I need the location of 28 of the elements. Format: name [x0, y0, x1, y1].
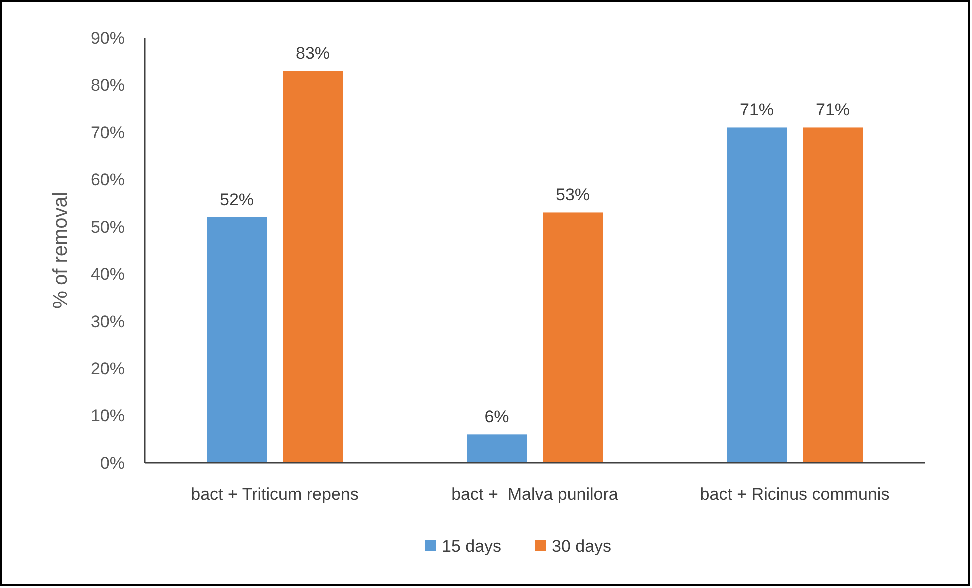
y-tick-label: 30%: [90, 312, 125, 332]
data-label: 6%: [484, 408, 510, 427]
x-tick-label: bact + Triticum repens: [191, 485, 359, 504]
y-tick-label: 90%: [90, 28, 125, 48]
data-label: 53%: [556, 186, 590, 205]
y-tick-label: 10%: [90, 406, 125, 426]
bar: [283, 71, 343, 463]
bar: [727, 128, 787, 463]
x-tick-label: bact + Malva punilora: [452, 485, 619, 504]
legend-label: 15 days: [442, 536, 502, 556]
bar: [467, 434, 527, 463]
y-tick-label: 20%: [90, 360, 125, 379]
y-tick-label: 70%: [90, 123, 125, 142]
y-tick-label: 0%: [100, 454, 125, 473]
legend-label: 30 days: [552, 536, 612, 556]
y-tick-label: 40%: [90, 265, 125, 284]
x-tick-label: bact + Ricinus communis: [700, 485, 890, 504]
bar: [207, 217, 267, 463]
data-label: 71%: [740, 100, 774, 120]
data-label: 52%: [220, 190, 254, 210]
y-tick-label: 60%: [90, 170, 125, 190]
bar: [803, 128, 863, 463]
data-label: 71%: [816, 100, 850, 120]
y-tick-label: 50%: [90, 218, 125, 237]
y-axis-title: % of removal: [50, 192, 72, 309]
data-label: 83%: [296, 44, 330, 64]
bar: [543, 212, 603, 463]
y-tick-label: 80%: [90, 76, 125, 96]
